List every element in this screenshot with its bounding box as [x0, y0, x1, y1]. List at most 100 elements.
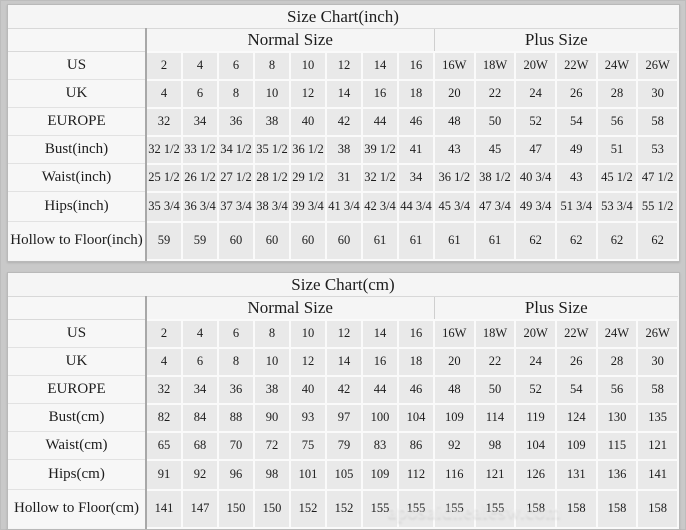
value-cell: 34 1/2 [217, 134, 255, 165]
value-cell: 45 [473, 134, 517, 165]
value-cell: 62 [636, 220, 679, 261]
value-cell: 50 [473, 374, 517, 405]
group-header-row: Normal Size Plus Size [8, 28, 678, 52]
value-cell: 16 [361, 346, 399, 377]
value-cell: 27 1/2 [217, 162, 255, 193]
value-cell: 135 [636, 402, 679, 433]
table-row: Hollow to Floor(inch) 59 59 60 60 60 60 61 61 61 6… [8, 220, 679, 261]
value-cell: 16 [397, 318, 435, 349]
value-cell: 104 [397, 402, 435, 433]
value-cell: 53 3/4 [595, 190, 639, 223]
normal-size-header: Normal Size [145, 296, 434, 320]
row-label: Hips(inch) [8, 191, 147, 222]
value-cell: 8 [253, 50, 291, 81]
value-cell: 112 [397, 458, 435, 491]
value-cell: 43 [554, 162, 598, 193]
table-row: Hips(inch) 35 3/4 36 3/4 37 3/4 38 3/4 39 3/4… [8, 190, 679, 223]
table-row: Waist(cm) 65 68 70 72 75 79 83 86 92 98 104 109 115 12… [8, 430, 679, 461]
value-cell: 68 [181, 430, 219, 461]
value-cell: 90 [253, 402, 291, 433]
value-cell: 38 [253, 106, 291, 137]
value-cell: 158 [636, 488, 679, 529]
value-cell: 60 [289, 220, 327, 261]
value-cell: 22 [473, 346, 517, 377]
value-cell: 84 [181, 402, 219, 433]
value-cell: 38 [253, 374, 291, 405]
value-cell: 114 [473, 402, 517, 433]
value-cell: 34 [181, 106, 219, 137]
value-cell: 2 [145, 318, 183, 349]
value-cell: 34 [181, 374, 219, 405]
value-cell: 42 [325, 106, 363, 137]
value-cell: 49 3/4 [514, 190, 557, 223]
value-cell: 22W [554, 318, 598, 349]
row-label: UK [8, 347, 147, 376]
value-cell: 4 [181, 50, 219, 81]
value-cell: 59 [181, 220, 219, 261]
row-label: Hips(cm) [8, 459, 147, 490]
value-cell: 82 [145, 402, 183, 433]
value-cell: 124 [554, 402, 598, 433]
value-cell: 16W [433, 50, 476, 81]
value-cell: 28 [595, 78, 639, 109]
value-cell: 24W [595, 318, 639, 349]
title-row: Size Chart(cm) [8, 273, 678, 297]
value-cell: 86 [397, 430, 435, 461]
value-cell: 158 [595, 488, 639, 529]
table-row: UK 4 6 8 10 12 14 16 18 20 22 24 26 28 30 [8, 78, 679, 109]
value-cell: 98 [473, 430, 517, 461]
value-cell: 104 [514, 430, 557, 461]
value-cell: 62 [595, 220, 639, 261]
value-cell: 52 [514, 106, 557, 137]
value-cell: 60 [325, 220, 363, 261]
value-cell: 51 [595, 134, 639, 165]
value-cell: 35 3/4 [145, 190, 183, 223]
value-cell: 37 3/4 [217, 190, 255, 223]
value-cell: 44 [361, 106, 399, 137]
value-cell: 12 [325, 50, 363, 81]
value-cell: 30 [636, 78, 679, 109]
value-cell: 38 1/2 [473, 162, 517, 193]
value-cell: 20 [433, 78, 476, 109]
value-cell: 92 [433, 430, 476, 461]
value-cell: 10 [253, 78, 291, 109]
value-cell: 54 [554, 106, 598, 137]
value-cell: 32 [145, 374, 183, 405]
value-cell: 29 1/2 [289, 162, 327, 193]
value-cell: 158 [514, 488, 557, 529]
value-cell: 155 [473, 488, 517, 529]
value-cell: 24 [514, 346, 557, 377]
value-cell: 50 [473, 106, 517, 137]
value-cell: 131 [554, 458, 598, 491]
value-cell: 26 [554, 346, 598, 377]
value-cell: 24W [595, 50, 639, 81]
value-cell: 26 1/2 [181, 162, 219, 193]
table-row: Bust(cm) 82 84 88 90 93 97 100 104 109 114 119 124 13… [8, 402, 679, 433]
value-cell: 22 [473, 78, 517, 109]
row-label: Hollow to Floor(cm) [8, 489, 147, 528]
value-cell: 155 [433, 488, 476, 529]
value-cell: 61 [397, 220, 435, 261]
value-cell: 40 [289, 106, 327, 137]
table-title: Size Chart(inch) [8, 5, 678, 29]
value-cell: 2 [145, 50, 183, 81]
value-cell: 62 [554, 220, 598, 261]
value-cell: 28 1/2 [253, 162, 291, 193]
value-cell: 30 [636, 346, 679, 377]
value-cell: 32 [145, 106, 183, 137]
value-cell: 10 [253, 346, 291, 377]
value-cell: 46 [397, 374, 435, 405]
value-cell: 83 [361, 430, 399, 461]
value-cell: 121 [473, 458, 517, 491]
value-cell: 100 [361, 402, 399, 433]
value-cell: 12 [289, 78, 327, 109]
row-label: US [8, 51, 147, 80]
plus-size-header: Plus Size [433, 296, 678, 320]
value-cell: 4 [145, 78, 183, 109]
row-label: Bust(inch) [8, 135, 147, 164]
value-cell: 6 [217, 50, 255, 81]
value-cell: 44 [361, 374, 399, 405]
value-cell: 96 [217, 458, 255, 491]
value-cell: 38 [325, 134, 363, 165]
